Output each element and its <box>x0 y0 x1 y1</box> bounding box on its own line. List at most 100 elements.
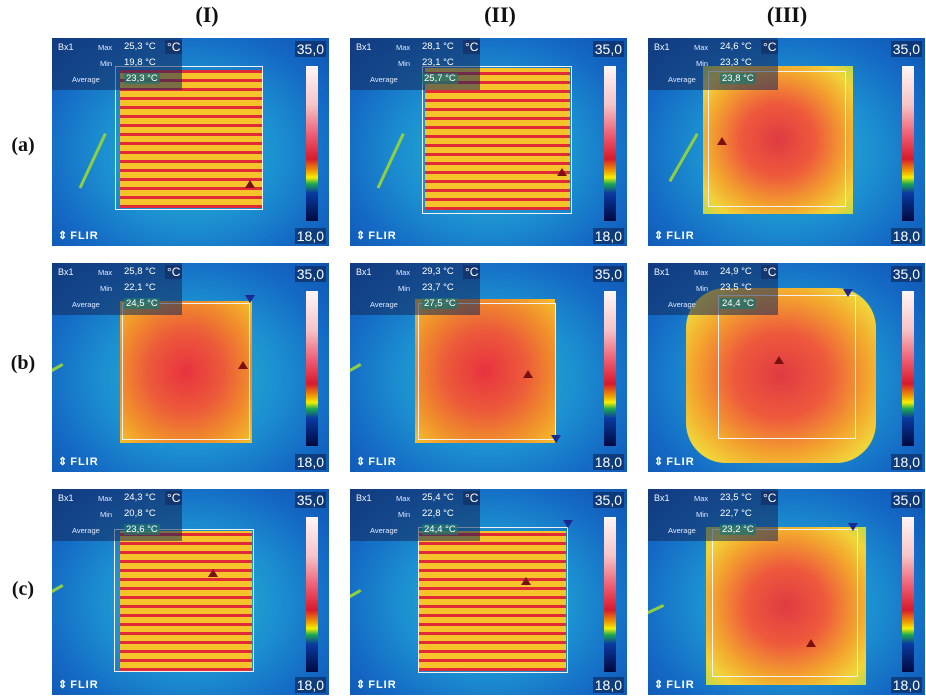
measurement-box <box>418 527 568 673</box>
max-value: 28,1 °C <box>422 41 454 52</box>
readout-panel: Bx1 Max Min Average 23,5 °C 22,7 °C 23,2… <box>648 489 778 541</box>
max-marker-icon <box>523 370 533 378</box>
box-label: Bx1 <box>654 267 670 277</box>
unit-label: °C <box>165 491 183 505</box>
thermal-panel-c-i: Bx1 Max Min Average 24,3 °C 20,8 °C 23,6… <box>52 489 329 695</box>
scale-max: 35,0 <box>592 266 624 282</box>
heated-sample <box>120 70 262 208</box>
cable <box>668 133 699 183</box>
min-value: 22,8 °C <box>422 508 454 519</box>
box-label: Bx1 <box>58 493 74 503</box>
color-scale-bar <box>306 66 318 221</box>
unit-label: °C <box>463 265 481 279</box>
min-label: Min <box>100 59 113 68</box>
scale-min: 18,0 <box>592 677 624 693</box>
flir-logo: ⇕ FLIR <box>356 679 397 691</box>
flir-logo: ⇕ FLIR <box>654 456 695 468</box>
thermal-panel-a-ii: Bx1 Max Min Average 28,1 °C 23,1 °C 25,7… <box>350 38 627 246</box>
measurement-box <box>122 303 250 440</box>
min-label: Min <box>398 510 411 519</box>
cable <box>350 363 362 406</box>
min-value: 23,1 °C <box>422 57 454 68</box>
scale-max: 35,0 <box>890 266 922 282</box>
max-value: 25,3 °C <box>124 41 156 52</box>
scale-min: 18,0 <box>294 454 326 470</box>
max-value: 24,9 °C <box>720 266 752 277</box>
min-marker-icon <box>551 435 561 443</box>
row-label-c: (c) <box>11 578 35 600</box>
unit-label: °C <box>165 265 183 279</box>
thermal-panel-b-ii: Bx1 Max Min Average 29,3 °C 23,7 °C 27,5… <box>350 263 627 472</box>
readout-panel: Bx1 Max Min Average 25,4 °C 22,8 °C 24,4… <box>350 489 480 541</box>
min-marker-icon <box>848 523 858 531</box>
max-label: Max <box>694 43 709 52</box>
thermal-panel-c-iii: Bx1 Max Min Average 23,5 °C 22,7 °C 23,2… <box>648 489 925 695</box>
unit-label: °C <box>761 265 779 279</box>
measurement-box <box>708 71 846 207</box>
max-marker-icon <box>521 577 531 585</box>
heated-sample <box>686 288 876 463</box>
row-label-a: (a) <box>11 134 35 156</box>
heated-sample <box>425 68 570 210</box>
avg-value: 24,4 °C <box>720 298 756 309</box>
cable <box>350 589 362 627</box>
scale-max: 35,0 <box>890 41 922 57</box>
avg-label: Average <box>668 300 696 309</box>
min-value: 22,7 °C <box>720 508 752 519</box>
measurement-box <box>114 529 254 672</box>
flir-logo-icon: ⇕ <box>654 456 665 468</box>
avg-label: Average <box>668 75 696 84</box>
flir-logo-icon: ⇕ <box>356 456 367 468</box>
unit-label: °C <box>761 491 779 505</box>
heated-sample <box>120 531 252 671</box>
cable <box>648 604 665 630</box>
min-marker-icon <box>563 520 573 528</box>
measurement-box <box>422 66 572 214</box>
max-marker-icon <box>717 137 727 145</box>
avg-value: 23,6 °C <box>124 524 160 535</box>
min-label: Min <box>696 59 709 68</box>
scale-min: 18,0 <box>890 228 922 244</box>
min-value: 23,3 °C <box>720 57 752 68</box>
box-label: Bx1 <box>654 493 670 503</box>
box-label: Bx1 <box>58 42 74 52</box>
flir-logo: ⇕ FLIR <box>58 679 99 691</box>
max-value: 25,8 °C <box>124 266 156 277</box>
flir-logo-icon: ⇕ <box>654 679 665 691</box>
min-label: Min <box>100 284 113 293</box>
heated-sample <box>703 66 853 214</box>
max-label: Max <box>98 268 113 277</box>
min-label: Min <box>100 510 113 519</box>
scale-max: 35,0 <box>592 492 624 508</box>
flir-logo-icon: ⇕ <box>58 230 69 242</box>
avg-label: Average <box>668 526 696 535</box>
avg-value: 23,2 °C <box>720 524 756 535</box>
max-label: Max <box>98 43 113 52</box>
readout-panel: Bx1 Max Min Average 24,6 °C 23,3 °C 23,8… <box>648 38 778 90</box>
flir-logo: ⇕ FLIR <box>58 230 99 242</box>
max-marker-icon <box>557 168 567 176</box>
readout-panel: Bx1 Max Min Average 25,3 °C 19,8 °C 23,3… <box>52 38 182 90</box>
cable <box>376 133 405 189</box>
scale-min: 18,0 <box>890 454 922 470</box>
box-label: Bx1 <box>654 42 670 52</box>
measurement-box <box>115 66 263 210</box>
thermal-panel-b-iii: Bx1 Max Min Average 24,9 °C 23,5 °C 24,4… <box>648 263 925 472</box>
cable <box>52 363 64 406</box>
max-marker-icon <box>806 639 816 647</box>
readout-panel: Bx1 Max Min Average 28,1 °C 23,1 °C 25,7… <box>350 38 480 90</box>
min-value: 22,1 °C <box>124 282 156 293</box>
max-label: Max <box>396 268 411 277</box>
flir-logo-icon: ⇕ <box>654 230 665 242</box>
color-scale-bar <box>902 66 914 221</box>
min-value: 20,8 °C <box>124 508 156 519</box>
color-scale-bar <box>306 291 318 446</box>
col-header-iii: (III) <box>766 2 808 27</box>
max-value: 24,3 °C <box>124 492 156 503</box>
avg-label: Average <box>370 75 398 84</box>
heated-sample <box>120 301 252 443</box>
readout-panel: Bx1 Max Min Average 24,3 °C 20,8 °C 23,6… <box>52 489 182 541</box>
min-label: Min <box>696 510 709 519</box>
flir-logo-icon: ⇕ <box>356 230 367 242</box>
flir-logo: ⇕ FLIR <box>654 679 695 691</box>
